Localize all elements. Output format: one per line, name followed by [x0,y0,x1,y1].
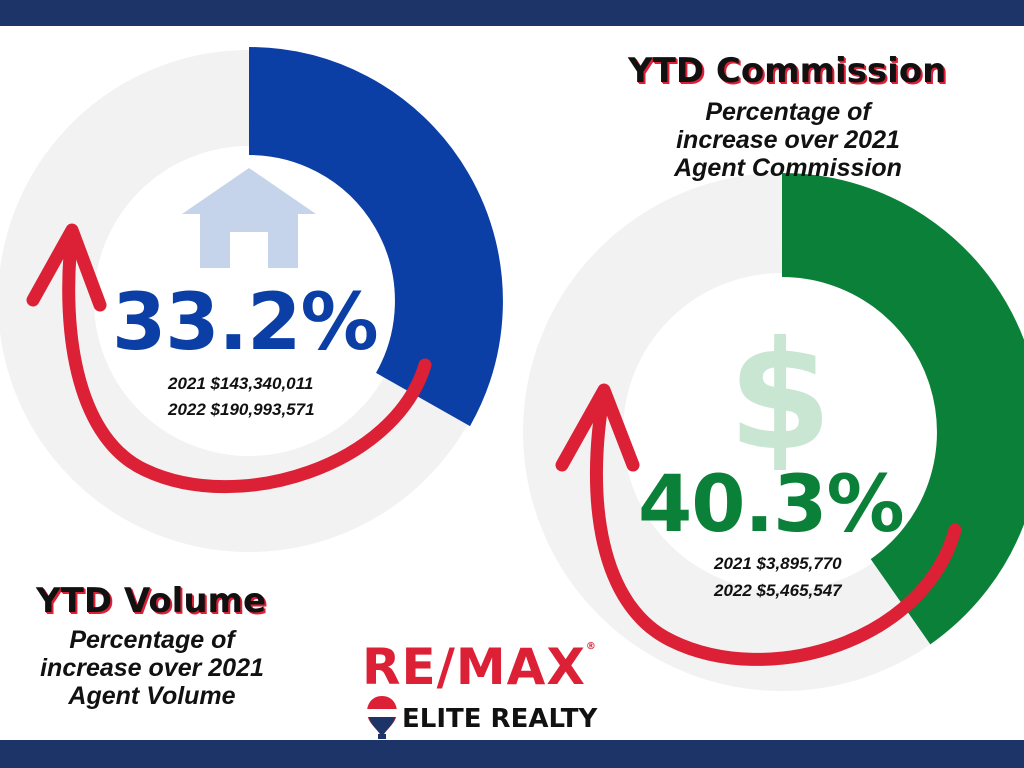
volume-subtitle-line: increase over 2021 [40,654,264,682]
volume-ring-fill [247,47,503,427]
volume-growth-arrow [62,225,432,494]
commission-title: YTD Commission [628,51,947,91]
top-banner-bar [0,0,1024,26]
volume-title: YTD Volume [36,581,267,621]
commission-subtitle: Percentage of increase over 2021 Agent C… [618,98,958,182]
volume-subtitle-line: Percentage of [69,626,235,654]
dollar-icon: $ [728,310,832,484]
volume-percent: 33.2% [112,278,379,368]
commission-2022-amount: 2022 $5,465,547 [714,581,842,600]
house-door-icon [230,232,268,270]
office-name: ELITE REALTY [402,704,598,734]
volume-2021-amount: 2021 $143,340,011 [168,374,314,393]
volume-arrow-head [26,223,107,312]
volume-subtitle: Percentage of increase over 2021 Agent V… [4,626,300,710]
volume-2022-amount: 2022 $190,993,571 [168,400,315,419]
volume-subtitle-line: Agent Volume [68,682,236,710]
bottom-banner-bar [0,740,1024,768]
commission-subtitle-line: Agent Commission [674,154,902,182]
registered-mark: ® [585,641,597,652]
commission-subtitle-line: Percentage of [705,98,871,126]
commission-arrow-head [555,383,640,472]
remax-balloon-icon [367,696,397,739]
commission-2021-amount: 2021 $3,895,770 [714,554,842,573]
remax-logo: RE/MAX® [362,641,597,693]
commission-subtitle-line: increase over 2021 [676,126,900,154]
commission-percent: 40.3% [638,460,905,550]
remax-wordmark: RE/MAX [362,638,586,696]
commission-growth-arrow [589,385,962,666]
